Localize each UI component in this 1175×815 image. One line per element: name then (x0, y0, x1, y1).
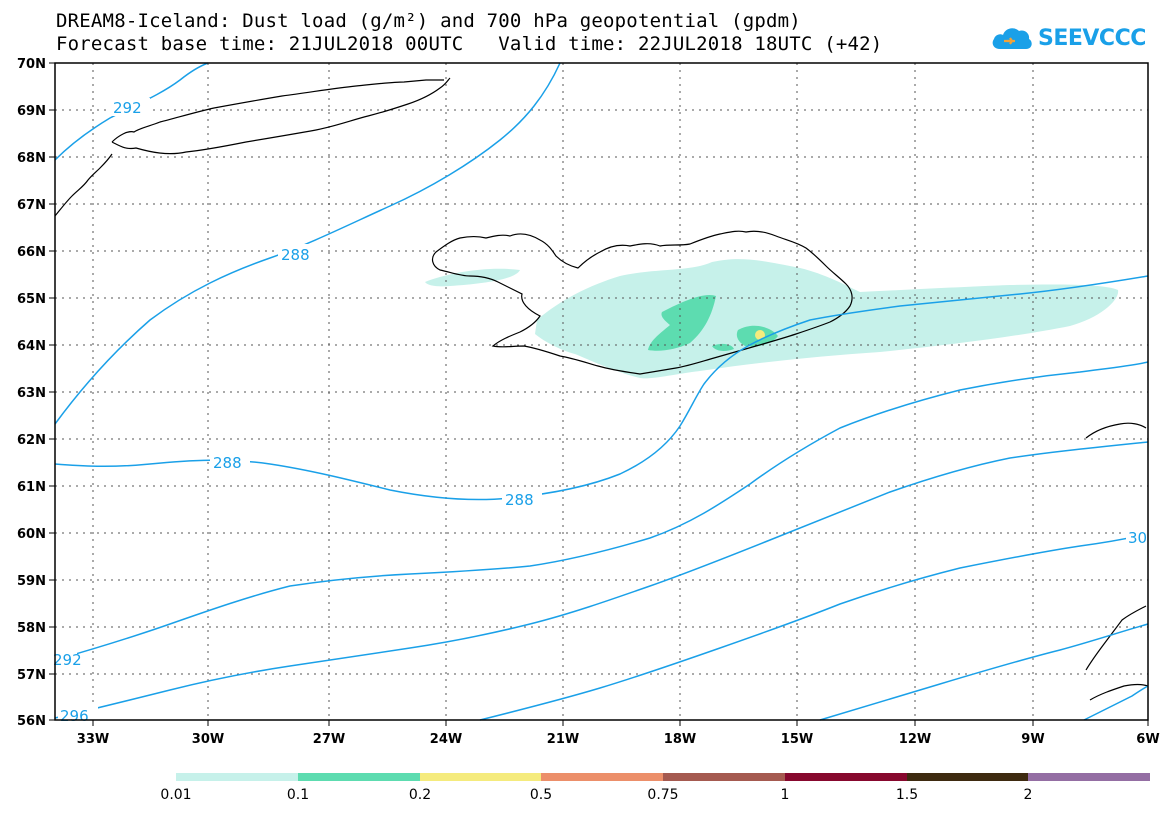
lon-label: 12W (899, 732, 931, 747)
colorbar-swatch (420, 773, 541, 781)
lat-label: 60N (17, 527, 46, 542)
colorbar-swatch (663, 773, 785, 781)
colorbar-tick-label: 0.01 (160, 787, 191, 803)
colorbar-tick-label: 0.1 (287, 787, 309, 803)
coastlines (54, 77, 1149, 701)
lon-label: 9W (1021, 732, 1044, 747)
lat-label: 58N (17, 621, 46, 636)
logo-text: SEEVCCC (1038, 25, 1146, 51)
lat-label: 64N (17, 339, 46, 354)
latitude-labels: 70N 69N 68N 67N 66N 65N 64N 63N 62N 61N … (17, 57, 46, 729)
colorbar-swatch (541, 773, 663, 781)
greenland-east-coast (54, 153, 113, 217)
lon-label: 27W (313, 732, 345, 747)
lon-label: 15W (781, 732, 813, 747)
seevccc-logo: SEEVCCC (990, 20, 1146, 56)
lat-label: 69N (17, 104, 46, 119)
scotland-coast (1085, 422, 1149, 701)
contour-288-west (54, 62, 561, 425)
lat-label: 59N (17, 574, 46, 589)
colorbar-swatch (1028, 773, 1150, 781)
lat-label: 62N (17, 433, 46, 448)
contour-label: 292 (113, 99, 142, 117)
colorbar (176, 773, 1150, 781)
colorbar-swatch (298, 773, 420, 781)
lon-label: 24W (430, 732, 462, 747)
lat-label: 70N (17, 57, 46, 72)
valid-time: Valid time: 22JUL2018 18UTC (+42) (498, 33, 883, 55)
greenland-coast (111, 77, 451, 155)
colorbar-labels: 0.01 0.1 0.2 0.5 0.75 1 1.5 2 (160, 787, 1032, 803)
dust-load-high (755, 330, 765, 340)
colorbar-tick-label: 1 (781, 787, 790, 803)
colorbar-tick-label: 0.2 (409, 787, 431, 803)
contour-304 (819, 623, 1149, 721)
lat-label: 61N (17, 480, 46, 495)
colorbar-swatch (907, 773, 1028, 781)
colorbar-swatch (176, 773, 298, 781)
lon-label: 6W (1136, 732, 1159, 747)
colorbar-tick-label: 2 (1024, 787, 1033, 803)
contour-308 (1083, 685, 1149, 721)
cloud-icon (992, 28, 1032, 49)
lon-label: 18W (664, 732, 696, 747)
contour-label: 288 (281, 246, 310, 264)
dust-load-low (425, 259, 1119, 379)
lon-label: 21W (547, 732, 579, 747)
contour-labels: 292 288 288 288 292 296 30 (53, 98, 1148, 725)
tick-marks (49, 62, 1149, 726)
iceland-coast (431, 230, 853, 375)
lat-label: 66N (17, 245, 46, 260)
contour-292-south (54, 361, 1149, 661)
lon-label: 30W (192, 732, 224, 747)
colorbar-tick-label: 1.5 (896, 787, 918, 803)
forecast-base-time: Forecast base time: 21JUL2018 00UTC (56, 33, 464, 55)
geopotential-contours (54, 62, 1149, 721)
contour-label: 288 (505, 491, 534, 509)
contour-label: 296 (60, 707, 89, 725)
longitude-labels: 33W 30W 27W 24W 21W 18W 15W 12W 9W 6W (77, 732, 1160, 747)
chart-subtitle: Forecast base time: 21JUL2018 00UTC Vali… (56, 33, 882, 55)
contour-296 (54, 441, 1149, 719)
contour-288-middle (54, 275, 1149, 501)
lat-label: 65N (17, 292, 46, 307)
lat-label: 56N (17, 714, 46, 729)
lat-label: 63N (17, 386, 46, 401)
lat-label: 68N (17, 151, 46, 166)
colorbar-swatch (785, 773, 907, 781)
lat-label: 67N (17, 198, 46, 213)
gridlines (55, 63, 1148, 720)
lat-label: 57N (17, 668, 46, 683)
contour-label: 292 (53, 651, 82, 669)
contour-label: 288 (213, 454, 242, 472)
colorbar-tick-label: 0.75 (647, 787, 678, 803)
chart-title: DREAM8-Iceland: Dust load (g/m²) and 700… (56, 10, 801, 32)
colorbar-tick-label: 0.5 (530, 787, 552, 803)
contour-label: 30 (1128, 529, 1147, 547)
contour-300 (479, 533, 1149, 721)
lon-label: 33W (77, 732, 109, 747)
